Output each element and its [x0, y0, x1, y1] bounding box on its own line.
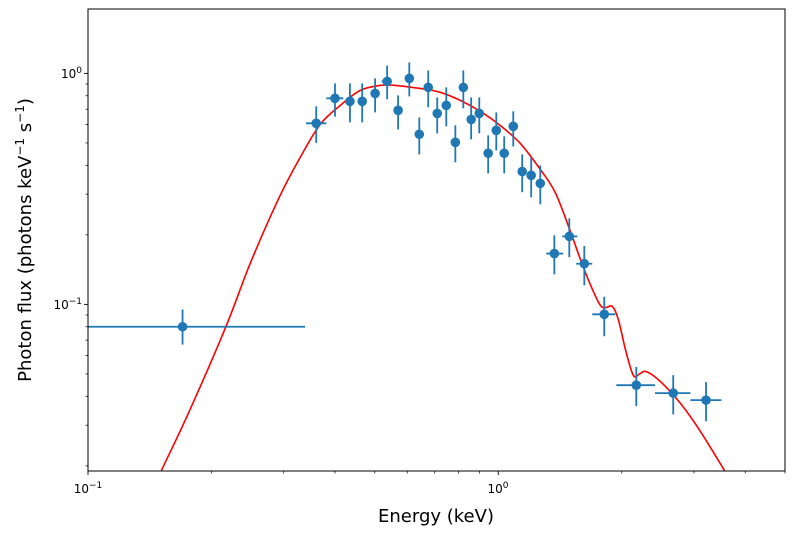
data-point [423, 82, 434, 93]
data-point [311, 118, 322, 129]
data-point [517, 166, 528, 177]
data-point [414, 129, 425, 140]
marker-group [177, 73, 711, 405]
data-point [508, 121, 519, 132]
data-point [599, 309, 610, 320]
data-point [441, 100, 452, 111]
data-point [668, 388, 679, 398]
data-point [357, 96, 368, 107]
x-axis-label: Energy (keV) [378, 506, 494, 527]
data-point [564, 231, 575, 242]
data-point [404, 73, 415, 84]
data-point [466, 114, 476, 125]
axes-frame [87, 8, 786, 472]
y-tick-label: 10−1 [53, 297, 82, 312]
data-point [345, 96, 355, 107]
data-point [382, 76, 392, 87]
data-point [701, 395, 711, 405]
y-axis-label: Photon flux (photons keV−1 s−1) [13, 98, 36, 382]
data-point [579, 258, 590, 269]
data-point [526, 170, 536, 181]
y-tick-label: 100 [61, 66, 82, 81]
data-point [491, 125, 502, 136]
data-point [370, 88, 380, 99]
major-ticks [84, 72, 786, 475]
data-point [483, 148, 493, 159]
x-tick-label: 10−1 [74, 481, 103, 496]
data-point [177, 321, 188, 332]
data-point [393, 105, 403, 116]
data-point [450, 137, 461, 148]
data-point [549, 248, 560, 259]
data-point [330, 93, 340, 104]
data-point [535, 178, 546, 189]
data-point [474, 108, 485, 119]
data-point [499, 148, 510, 159]
x-tick-label: 100 [487, 481, 508, 496]
data-point [631, 380, 642, 390]
plot-area [88, 62, 726, 471]
data-point [458, 82, 469, 93]
data-point [432, 108, 443, 119]
